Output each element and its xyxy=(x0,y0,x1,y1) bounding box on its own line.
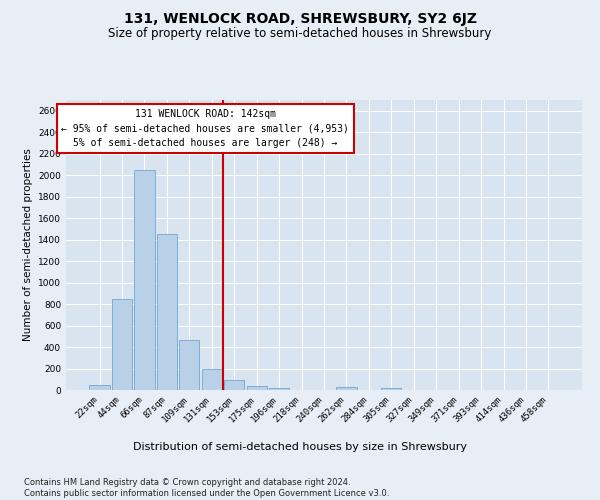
Text: Contains HM Land Registry data © Crown copyright and database right 2024.
Contai: Contains HM Land Registry data © Crown c… xyxy=(24,478,389,498)
Bar xyxy=(112,298,132,390)
Text: 131, WENLOCK ROAD, SHREWSBURY, SY2 6JZ: 131, WENLOCK ROAD, SHREWSBURY, SY2 6JZ xyxy=(124,12,476,26)
Bar xyxy=(337,388,356,390)
Text: 131 WENLOCK ROAD: 142sqm
← 95% of semi-detached houses are smaller (4,953)
5% of: 131 WENLOCK ROAD: 142sqm ← 95% of semi-d… xyxy=(61,108,349,148)
Bar xyxy=(269,388,289,390)
Bar xyxy=(179,340,199,390)
Bar xyxy=(224,380,244,390)
Bar xyxy=(89,384,110,390)
Bar xyxy=(134,170,155,390)
Bar xyxy=(381,388,401,390)
Text: Distribution of semi-detached houses by size in Shrewsbury: Distribution of semi-detached houses by … xyxy=(133,442,467,452)
Bar xyxy=(247,386,267,390)
Y-axis label: Number of semi-detached properties: Number of semi-detached properties xyxy=(23,148,32,342)
Bar xyxy=(202,368,222,390)
Bar xyxy=(157,234,177,390)
Text: Size of property relative to semi-detached houses in Shrewsbury: Size of property relative to semi-detach… xyxy=(109,28,491,40)
